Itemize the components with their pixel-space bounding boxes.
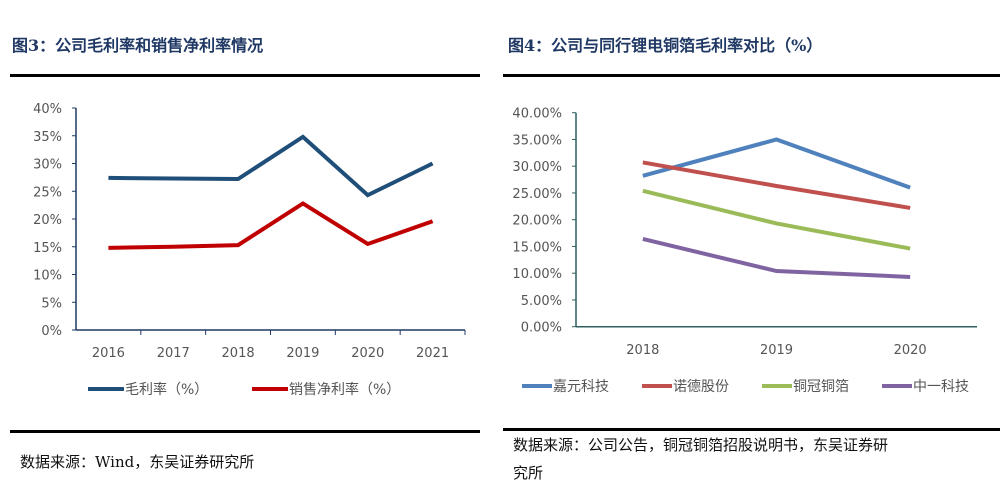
chart2-legend-label-2: 诺德股份 — [673, 379, 729, 395]
chart1-y-tick-label: 35% — [33, 130, 62, 145]
chart2-y-tick-label: 15.00% — [512, 240, 562, 255]
chart2-source-line1: 数据来源：公司公告，铜冠铜箔招股说明书，东吴证券研 — [513, 436, 889, 454]
chart2-source-line2: 究所 — [513, 464, 544, 482]
chart1-top-rule — [10, 74, 480, 77]
chart1-x-tick-label: 2016 — [92, 346, 125, 361]
chart1-x-tick-label: 2019 — [286, 346, 319, 361]
chart1-x-tick-label: 2020 — [351, 346, 384, 361]
chart2-y-tick-label: 25.00% — [512, 187, 562, 202]
chart2-y-tick-label: 20.00% — [512, 214, 562, 229]
chart1-y-tick-label: 10% — [33, 269, 62, 284]
chart1-series-1-line — [108, 134, 434, 198]
chart2-series-3-line — [642, 188, 911, 251]
chart2-y-tick-label: 35.00% — [512, 133, 562, 148]
chart1-y-tick-label: 5% — [41, 296, 62, 311]
chart1-y-tick-label: 0% — [41, 324, 62, 339]
chart2-x-tick-label: 2019 — [760, 343, 793, 358]
chart2-legend-label-4: 中一科技 — [913, 379, 969, 395]
chart2-series-1-line — [642, 137, 911, 190]
chart1-y-tick-label: 20% — [33, 213, 62, 228]
chart2-series-4-line — [642, 237, 911, 279]
chart2-bottom-rule — [503, 428, 1000, 431]
chart2-top-rule — [503, 74, 1000, 77]
chart1-title: 图3：公司毛利率和销售净利率情况 — [12, 36, 264, 55]
chart1-x-tick-label: 2021 — [416, 346, 449, 361]
chart1-y-tick-label: 30% — [33, 158, 62, 173]
chart2-legend-label-1: 嘉元科技 — [553, 379, 609, 395]
chart2-title: 图4：公司与同行锂电铜箔毛利率对比（%） — [508, 36, 823, 55]
chart1-legend-label-2: 销售净利率（%） — [289, 381, 400, 398]
chart1-y-tick-label: 15% — [33, 241, 62, 256]
chart2-y-tick-label: 30.00% — [512, 160, 562, 175]
chart1-y-tick-label: 25% — [33, 185, 62, 200]
chart1-y-tick-label: 40% — [33, 102, 62, 117]
chart2-x-tick-label: 2020 — [894, 343, 927, 358]
chart1-source: 数据来源：Wind，东吴证券研究所 — [20, 453, 255, 471]
chart1-x-tick-label: 2017 — [157, 346, 190, 361]
chart2-legend-label-3: 铜冠铜箔 — [793, 379, 849, 395]
chart2-y-tick-label: 5.00% — [521, 294, 562, 309]
chart2-x-tick-label: 2018 — [626, 343, 659, 358]
chart1-series-2-line — [108, 201, 434, 250]
charts-canvas: 0% 5% 10% 15% 20% 25% 30% 35% 40% 2016 2017 2018 201… — [33, 102, 977, 398]
chart2-series-2-line — [642, 160, 911, 210]
chart2-y-tick-label: 0.00% — [521, 321, 562, 336]
chart1-legend-label-1: 毛利率（%） — [125, 381, 208, 398]
chart1-bottom-rule — [10, 430, 480, 433]
chart2-y-tick-label: 40.00% — [512, 107, 562, 122]
chart1-x-tick-label: 2018 — [222, 346, 255, 361]
chart2-y-tick-label: 10.00% — [512, 267, 562, 282]
